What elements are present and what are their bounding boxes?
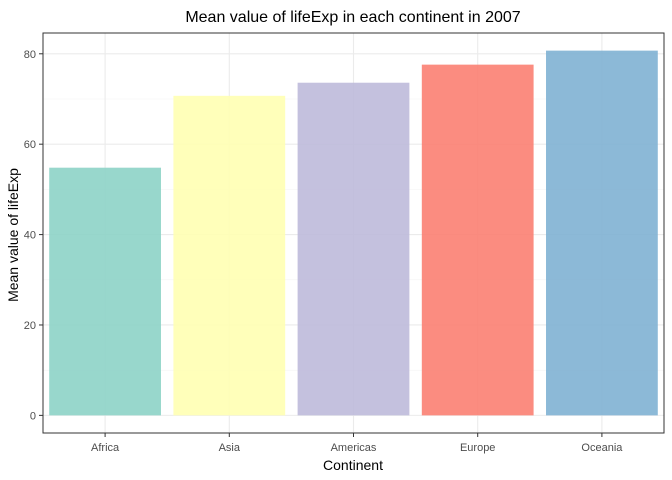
bar-asia [173,95,286,416]
chart-title: Mean value of lifeExp in each continent … [185,9,520,26]
bar-oceania [546,50,658,416]
y-tick-label: 80 [24,49,36,61]
y-axis-title: Mean value of lifeExp [5,168,21,302]
x-tick-label-americas: Americas [331,442,377,454]
y-tick-label: 20 [24,320,36,332]
bar-americas [297,82,410,416]
x-tick-label-africa: Africa [91,442,120,454]
y-tick-label: 60 [24,139,36,151]
x-tick-label-oceania: Oceania [581,442,623,454]
x-axis-title: Continent [323,457,383,473]
bar-europe [421,64,534,416]
y-tick-label: 0 [30,410,36,422]
y-tick-label: 40 [24,230,36,242]
bar-africa [49,167,161,416]
plot-panel [42,32,665,434]
x-tick-label-asia: Asia [219,442,241,454]
x-tick-label-europe: Europe [460,442,495,454]
